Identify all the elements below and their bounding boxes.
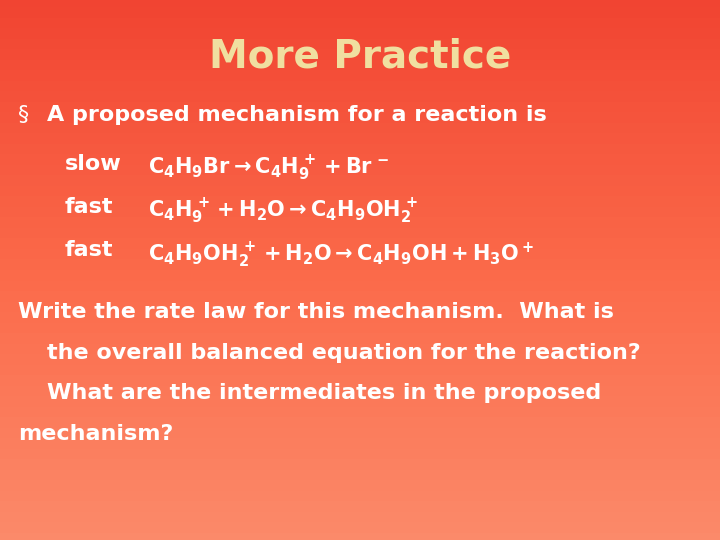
Text: $\mathregular{C_4H_9Br \rightarrow C_4H_9^{\,+} + Br^{\,-}}$: $\mathregular{C_4H_9Br \rightarrow C_4H_… xyxy=(148,154,389,183)
Text: Write the rate law for this mechanism.  What is: Write the rate law for this mechanism. W… xyxy=(18,302,614,322)
Text: $\mathregular{C_4H_9OH_2^{\,+} + H_2O \rightarrow C_4H_9OH + H_3O^+}$: $\mathregular{C_4H_9OH_2^{\,+} + H_2O \r… xyxy=(148,240,534,269)
Text: the overall balanced equation for the reaction?: the overall balanced equation for the re… xyxy=(47,343,641,363)
Text: slow: slow xyxy=(65,154,122,174)
Text: §: § xyxy=(18,105,29,125)
Text: mechanism?: mechanism? xyxy=(18,424,174,444)
Text: A proposed mechanism for a reaction is: A proposed mechanism for a reaction is xyxy=(47,105,546,125)
Text: fast: fast xyxy=(65,240,113,260)
Text: $\mathregular{C_4H_9^{\,+} + H_2O \rightarrow C_4H_9OH_2^{\,+}}$: $\mathregular{C_4H_9^{\,+} + H_2O \right… xyxy=(148,197,418,226)
Text: fast: fast xyxy=(65,197,113,217)
Text: What are the intermediates in the proposed: What are the intermediates in the propos… xyxy=(47,383,601,403)
Text: More Practice: More Practice xyxy=(209,38,511,76)
